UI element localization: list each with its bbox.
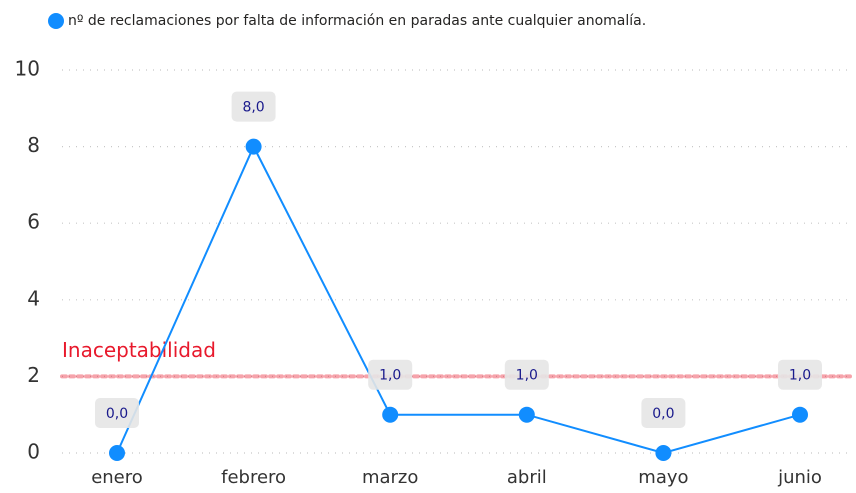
- value-label: 1,0: [379, 368, 401, 384]
- value-label-box: [368, 359, 413, 390]
- value-label-box: [778, 359, 822, 390]
- value-label: 0,0: [652, 406, 674, 422]
- value-label: 1,0: [516, 368, 538, 384]
- point: [245, 138, 262, 155]
- value-label: 1,0: [789, 368, 811, 384]
- value-label-box: [95, 398, 139, 428]
- reference-label: Inaceptabilidad: [62, 338, 216, 362]
- y-tick-label: 6: [27, 210, 40, 234]
- value-label-box: [231, 91, 276, 122]
- legend-label: nº de reclamaciones por falta de informa…: [68, 13, 646, 29]
- value-label: 0,0: [106, 406, 128, 422]
- x-tick-label: junio: [777, 467, 822, 488]
- point: [792, 406, 808, 423]
- y-tick-label: 8: [27, 133, 40, 157]
- point: [382, 406, 399, 423]
- point: [109, 445, 125, 461]
- line: [116, 144, 801, 455]
- y-tick-label: 10: [15, 57, 40, 81]
- value-label-box: [504, 359, 549, 390]
- legend-marker: [48, 13, 64, 29]
- x-tick-label: febrero: [221, 467, 286, 488]
- y-tick-label: 4: [27, 286, 40, 310]
- point: [655, 445, 672, 461]
- x-tick-label: enero: [91, 467, 143, 488]
- point: [518, 406, 535, 423]
- y-tick-label: 0: [27, 440, 40, 464]
- y-tick-label: 2: [27, 363, 40, 387]
- value-label: 8,0: [242, 100, 264, 116]
- value-label-box: [641, 398, 686, 428]
- x-tick-label: marzo: [362, 467, 418, 488]
- x-tick-label: abril: [507, 467, 547, 488]
- x-tick-label: mayo: [638, 467, 688, 488]
